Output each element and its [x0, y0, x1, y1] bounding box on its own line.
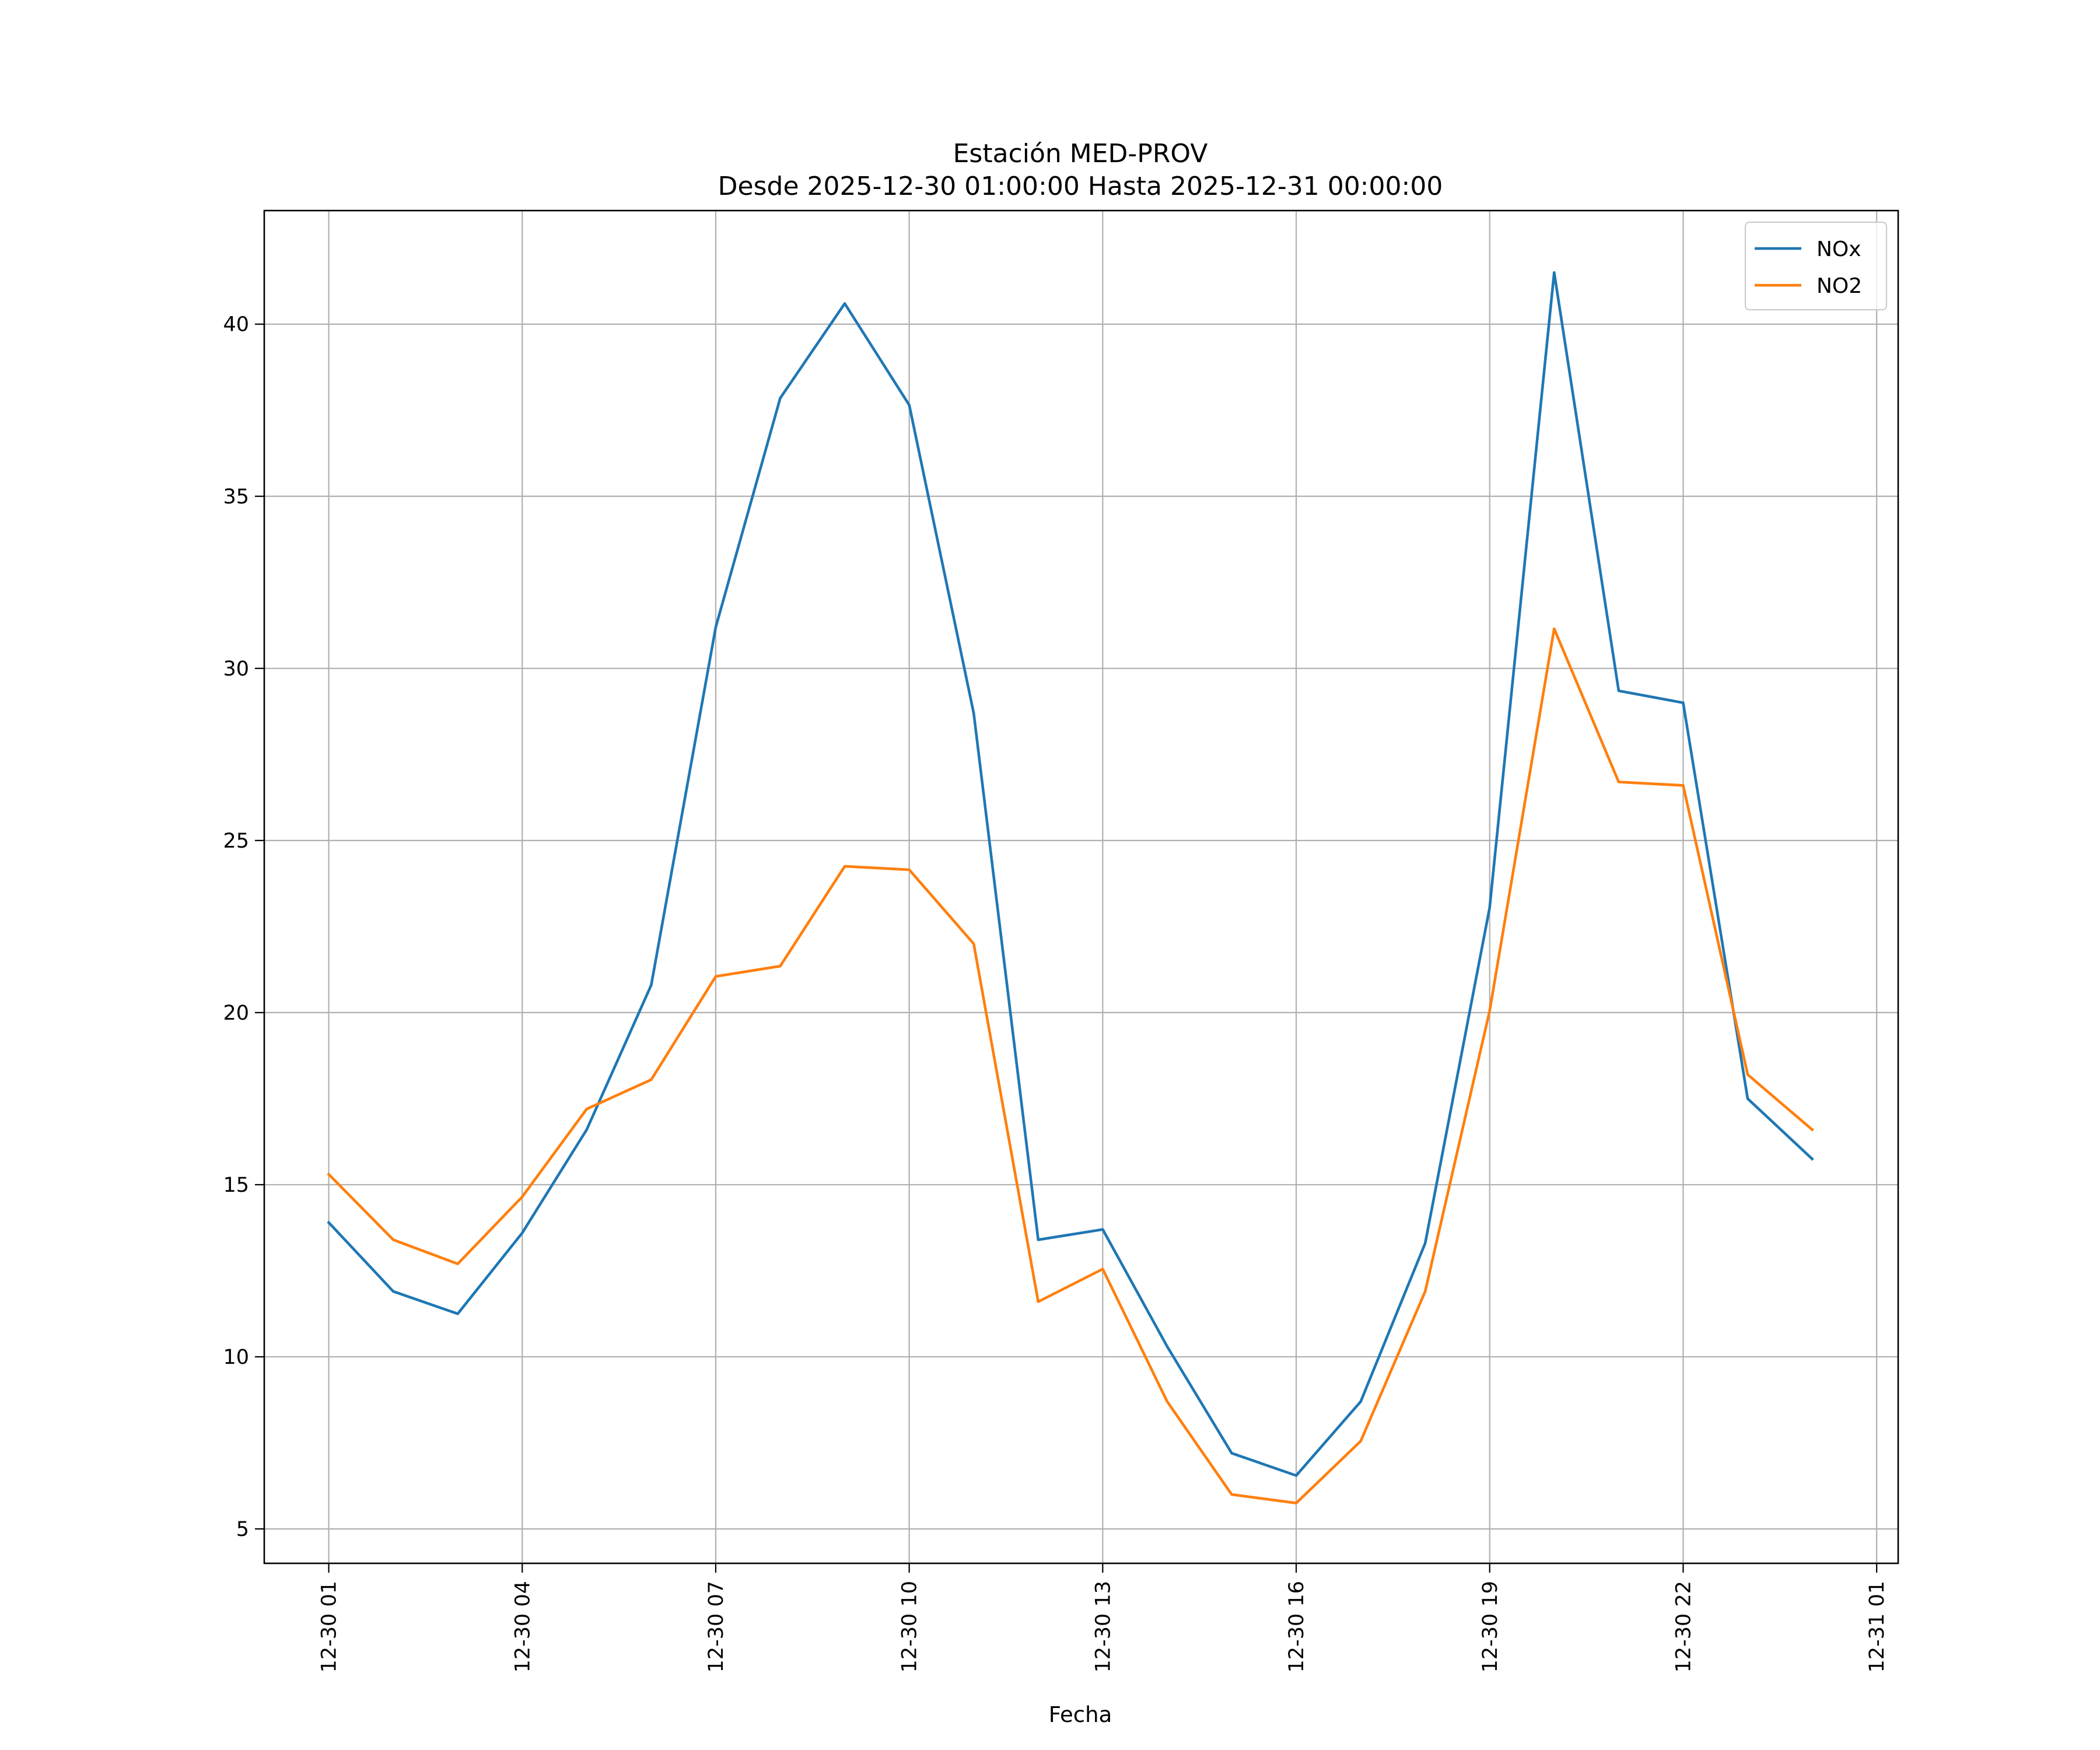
- x-tick-label: 12-30 13: [1091, 1581, 1115, 1672]
- x-tick-label: 12-30 19: [1479, 1581, 1502, 1672]
- axis-ticks: 12-30 01 12-30 04 12-30 07 12-30 10 12-30 13…: [223, 313, 1889, 1673]
- legend-box: [1744, 221, 1888, 311]
- series-line-nox: [327, 271, 1814, 1477]
- grid: [264, 211, 1898, 1563]
- series-line-no2: [327, 627, 1814, 1504]
- y-tick-label: 25: [223, 830, 249, 853]
- x-tick-label: 12-30 01: [318, 1581, 341, 1672]
- x-tick-label: 12-30 07: [705, 1581, 728, 1672]
- legend: NOx NO2: [1744, 221, 1888, 311]
- y-tick-label: 20: [223, 1002, 249, 1025]
- x-tick-label: 12-30 04: [511, 1581, 534, 1672]
- chart-subtitle: Desde 2025-12-30 01:00:00 Hasta 2025-12-…: [718, 172, 1443, 201]
- y-tick-label: 10: [223, 1346, 249, 1369]
- legend-label-nox: NOx: [1817, 237, 1861, 261]
- x-tick-label: 12-30 22: [1672, 1581, 1695, 1672]
- x-tick-label: 12-31 01: [1866, 1581, 1889, 1672]
- chart-title: Estación MED-PROV: [953, 139, 1208, 169]
- series-lines: [327, 271, 1814, 1504]
- y-tick-label: 5: [236, 1518, 249, 1541]
- x-tick-label: 12-30 16: [1285, 1581, 1308, 1672]
- y-tick-label: 30: [223, 657, 249, 681]
- x-axis-label: Fecha: [1049, 1702, 1112, 1727]
- x-tick-label: 12-30 10: [898, 1581, 922, 1672]
- y-tick-label: 40: [223, 313, 249, 337]
- y-tick-label: 35: [223, 485, 249, 509]
- y-tick-label: 15: [223, 1174, 249, 1197]
- legend-label-no2: NO2: [1817, 274, 1862, 298]
- plot-frame: [263, 209, 1899, 1564]
